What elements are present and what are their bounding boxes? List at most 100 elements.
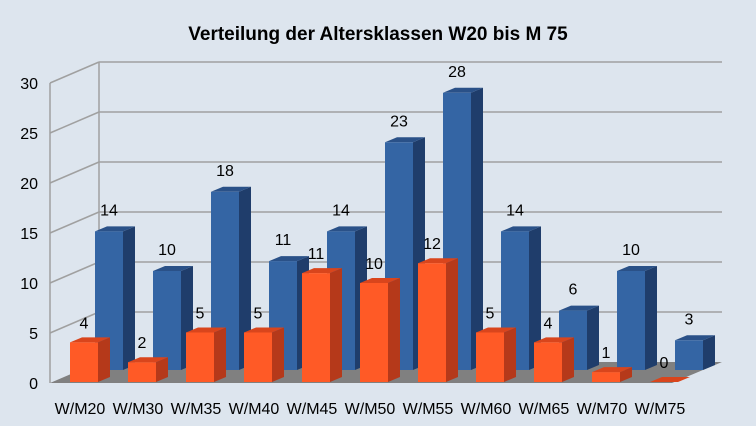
- bar-series1-top: [559, 305, 599, 311]
- bar-series2-top: [128, 357, 168, 363]
- y-tick-label: 10: [20, 276, 38, 293]
- bar-series2-front: [534, 342, 562, 382]
- bar-series2-top: [244, 327, 284, 333]
- gridline-side: [49, 211, 100, 234]
- data-label: 11: [308, 246, 325, 263]
- bar-series1-side: [645, 266, 657, 370]
- gridline-side: [49, 261, 100, 284]
- bar-series2-top: [476, 327, 516, 333]
- chart-title: Verteilung der Altersklassen W20 bis M 7…: [188, 24, 568, 45]
- gridline-side: [49, 111, 100, 134]
- bar-series2: [70, 337, 110, 382]
- bar-series1-top: [443, 87, 483, 93]
- x-tick-label: W/M65: [519, 401, 570, 418]
- bar-series2-top: [534, 337, 574, 343]
- data-label: 3: [685, 311, 694, 328]
- bar-series2-front: [70, 342, 98, 382]
- data-label: 14: [100, 202, 118, 219]
- x-tick-label: W/M40: [229, 401, 280, 418]
- bar-series2-top: [186, 327, 226, 333]
- bar-series1: [617, 266, 657, 370]
- gridline-side: [49, 311, 100, 334]
- x-tick-label: W/M45: [287, 401, 338, 418]
- bar-series1-front: [153, 271, 181, 370]
- bar-series2-front: [592, 372, 620, 382]
- bar-series2-side: [504, 327, 516, 382]
- data-label: 14: [506, 202, 524, 219]
- bar-series2-top: [70, 337, 110, 343]
- bar-series2-side: [156, 357, 168, 382]
- x-tick-label: W/M35: [171, 401, 222, 418]
- bar-series1-top: [95, 226, 135, 232]
- bar-series1: [675, 335, 715, 370]
- bar-series2: [418, 258, 458, 382]
- y-tick-label: 25: [20, 126, 38, 143]
- x-tick-label: W/M60: [461, 401, 512, 418]
- data-label: 28: [448, 64, 466, 81]
- data-label: 12: [423, 236, 441, 253]
- data-label: 14: [332, 202, 350, 219]
- y-tick-label: 5: [29, 326, 38, 343]
- data-label: 10: [365, 256, 383, 273]
- data-label: 1: [602, 345, 611, 362]
- gridline-side: [49, 161, 100, 184]
- bar-series1-top: [501, 226, 541, 232]
- data-label: 5: [486, 306, 495, 323]
- bar-series1-top: [269, 256, 309, 262]
- bar-series1-side: [123, 226, 135, 370]
- bar-series2-front: [302, 273, 330, 382]
- bar-series2-front: [244, 332, 272, 382]
- bar-series2: [476, 327, 516, 382]
- data-label: 2: [138, 335, 147, 352]
- bar-series2-side: [388, 278, 400, 382]
- bar-series1-top: [385, 137, 425, 143]
- data-label: 10: [158, 242, 176, 259]
- bar-series1-top: [327, 226, 367, 232]
- bar-series1-front: [675, 340, 703, 370]
- bar-series1-top: [153, 266, 193, 271]
- data-label: 10: [622, 242, 640, 259]
- bar-series2: [592, 367, 632, 382]
- bar-series2: [128, 357, 168, 382]
- bar-series1-top: [211, 186, 251, 192]
- bar-series1-side: [529, 226, 541, 370]
- x-tick-label: W/M50: [345, 401, 396, 418]
- data-label: 5: [196, 306, 205, 323]
- y-tick-label: 30: [20, 76, 38, 93]
- bar-series1-top: [617, 266, 657, 271]
- gridline-side: [49, 61, 100, 84]
- bar-series2-side: [272, 327, 284, 382]
- bar-series2-side: [620, 367, 632, 382]
- y-tick-label: 0: [29, 376, 38, 393]
- x-tick-label: W/M70: [577, 401, 628, 418]
- bar-series2-side: [446, 258, 458, 382]
- bar-series2: [186, 327, 226, 382]
- bar-series2: [360, 278, 400, 382]
- x-tick-label: W/M75: [635, 401, 686, 418]
- bar-series2-front: [476, 332, 504, 382]
- bar-series2-side: [562, 337, 574, 382]
- data-label: 6: [569, 282, 578, 299]
- bar-series2-top: [418, 258, 458, 264]
- bar-series2-top: [302, 268, 342, 274]
- bar-series2-top: [360, 278, 400, 283]
- x-tick-label: W/M30: [113, 401, 164, 418]
- bar-series2-side: [330, 268, 342, 382]
- x-tick-label: W/M55: [403, 401, 454, 418]
- bar-series2-front: [128, 362, 156, 382]
- bar-series2: [650, 377, 690, 382]
- bar-series1-side: [471, 87, 483, 371]
- data-label: 4: [544, 315, 553, 332]
- bar-series2-top: [650, 377, 690, 382]
- bar-series1-side: [703, 335, 715, 370]
- bar-series2-front: [186, 332, 214, 382]
- bar-series1-front: [617, 271, 645, 370]
- bar-series1-side: [587, 305, 599, 370]
- y-tick-label: 15: [20, 226, 38, 243]
- bar-series2: [534, 337, 574, 382]
- bar-series2-side: [98, 337, 110, 382]
- bar-series2: [244, 327, 284, 382]
- bar-series1: [153, 266, 193, 370]
- bar-series1-top: [675, 335, 715, 341]
